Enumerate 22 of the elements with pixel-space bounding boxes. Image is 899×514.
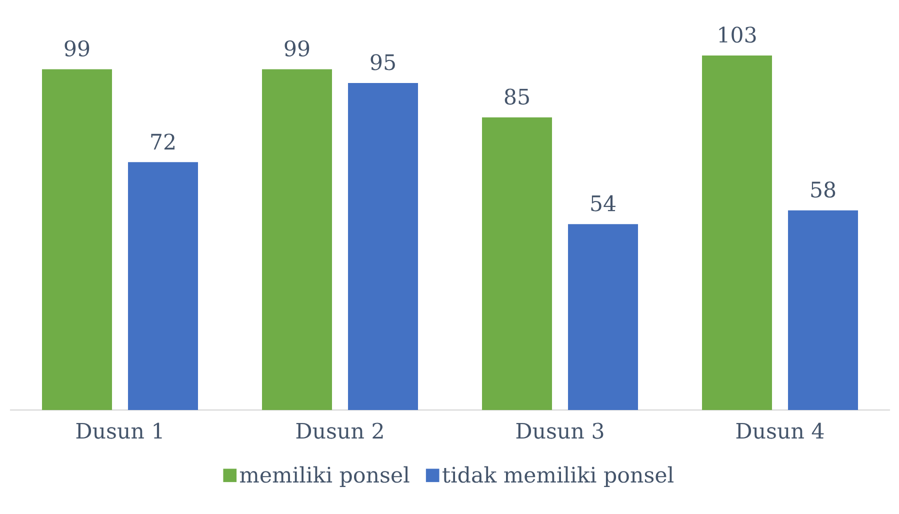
legend-label: tidak memiliki ponsel	[442, 466, 674, 487]
bar	[128, 162, 198, 410]
bar	[42, 69, 112, 410]
data-label: 72	[151, 134, 174, 150]
bar	[702, 55, 772, 410]
data-label: 99	[64, 40, 90, 56]
bar	[348, 82, 418, 410]
x-tick-label: Dusun 1	[76, 422, 162, 439]
x-tick-label: Dusun 3	[516, 422, 604, 439]
data-label: 54	[591, 195, 616, 212]
bar	[788, 210, 858, 410]
legend-label: memiliki ponsel	[240, 466, 410, 487]
data-label: 103	[719, 26, 756, 43]
bar	[568, 224, 638, 410]
data-label: 99	[284, 40, 310, 56]
data-label: 95	[370, 54, 395, 70]
bar	[262, 69, 332, 410]
data-label: 85	[504, 88, 529, 105]
x-tick-label: Dusun 4	[736, 422, 824, 439]
x-tick-label: Dusun 2	[296, 422, 383, 439]
bar	[482, 117, 552, 410]
data-label: 58	[811, 182, 836, 198]
